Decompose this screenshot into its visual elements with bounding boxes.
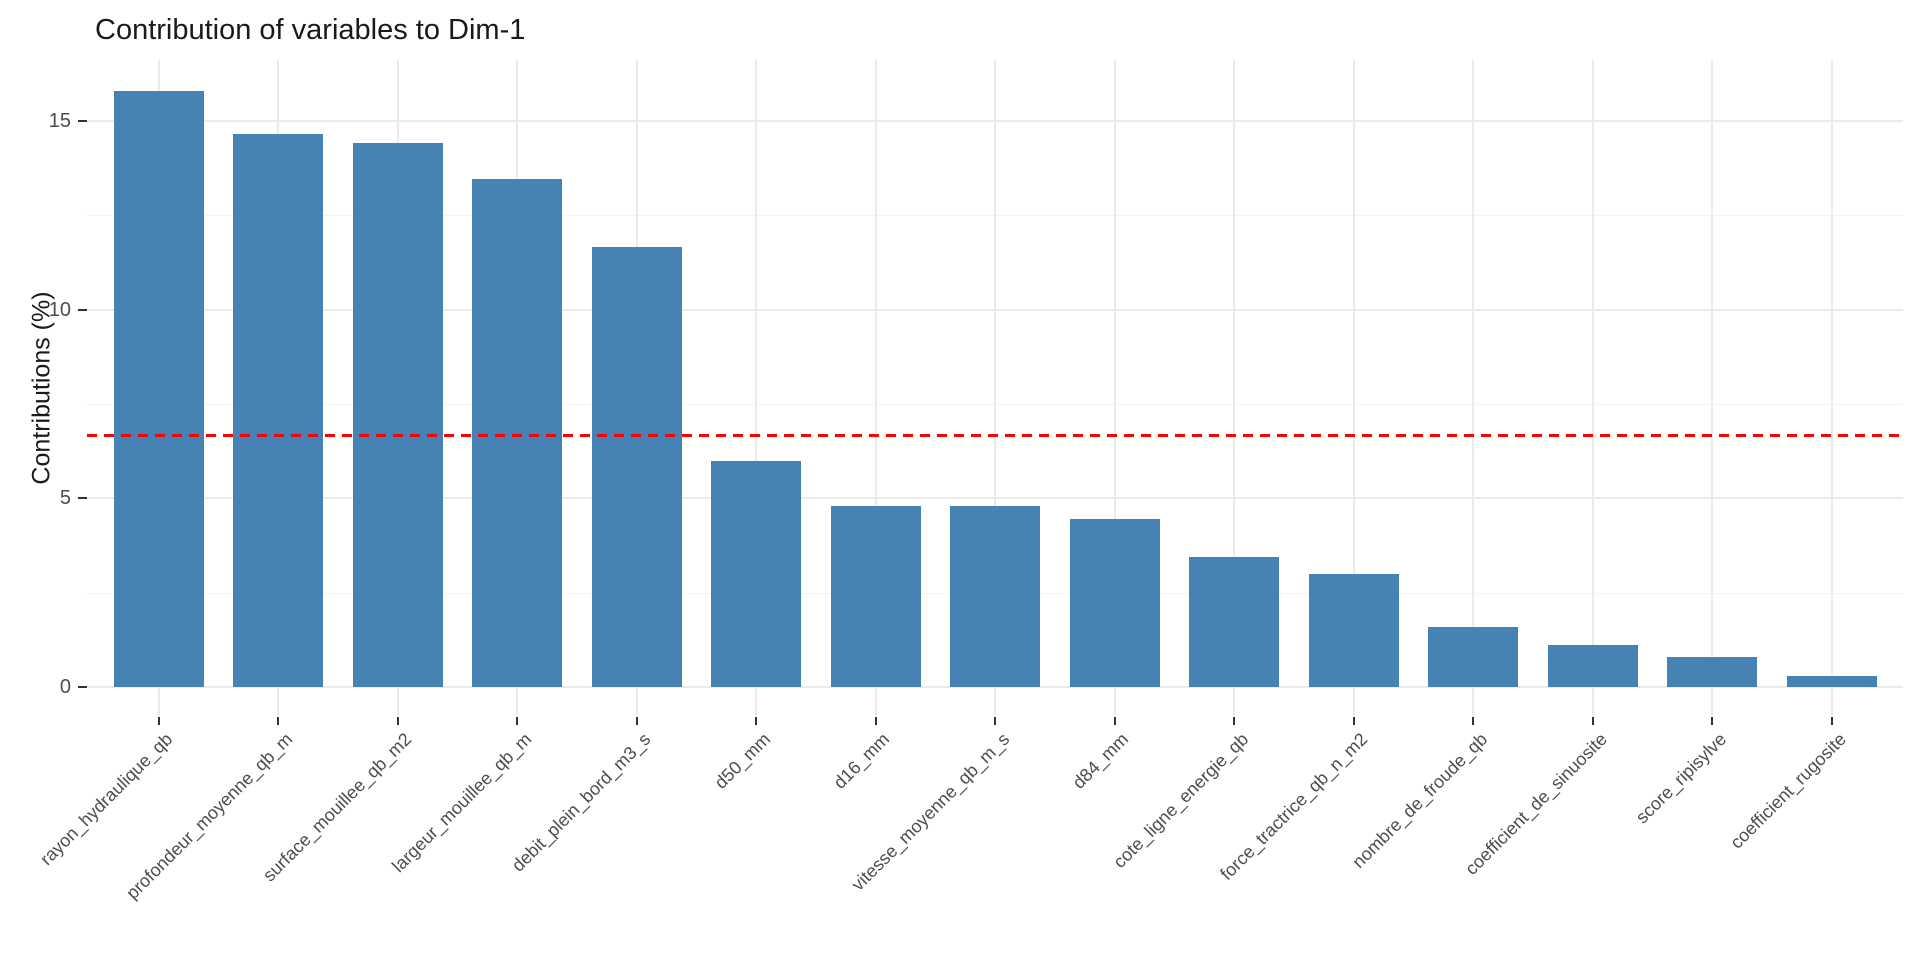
y-axis-tick-label: 10: [48, 298, 71, 321]
x-axis-tick: [1472, 717, 1474, 725]
bar: [1786, 675, 1877, 687]
gridline-vertical: [1113, 60, 1116, 715]
bar: [233, 133, 323, 687]
gridline-vertical: [1233, 60, 1235, 715]
x-axis-tick: [516, 717, 518, 725]
x-axis-tick: [755, 717, 757, 725]
bar: [711, 460, 801, 687]
x-axis-tick: [1591, 717, 1594, 725]
x-axis-tick: [1113, 717, 1116, 725]
gridline-vertical: [994, 60, 996, 715]
x-axis-tick: [1352, 717, 1355, 725]
bar: [113, 90, 204, 687]
bar: [1189, 556, 1279, 687]
bar: [1069, 519, 1160, 687]
y-axis-tick-label: 5: [59, 487, 71, 510]
x-axis-label-text: coefficient_rugosite: [1726, 729, 1850, 853]
bar: [472, 179, 562, 687]
x-axis-label-text: nombre_de_froude_qb: [1348, 729, 1492, 872]
x-axis-tick: [396, 717, 399, 725]
gridline-vertical: [1472, 60, 1474, 715]
gridline-vertical: [1591, 60, 1594, 715]
y-axis-tick: [78, 686, 87, 688]
bar: [950, 505, 1040, 687]
y-axis-tick: [78, 119, 87, 122]
x-axis-tick: [1233, 717, 1235, 725]
x-axis-tick: [1711, 717, 1713, 725]
x-axis-label-text: debit_plein_bord_m3_s: [508, 729, 655, 876]
bar: [1308, 573, 1399, 687]
gridline-vertical: [874, 60, 877, 715]
gridline-vertical: [1830, 60, 1833, 715]
y-axis-tick: [78, 497, 87, 500]
x-axis-label-text: d16_mm: [829, 729, 894, 793]
x-axis-label-text: rayon_hydraulique_qb: [36, 729, 177, 870]
bar: [591, 247, 682, 687]
chart-title: Contribution of variables to Dim-1: [95, 14, 526, 46]
bar: [1667, 656, 1757, 687]
bar: [1428, 626, 1518, 687]
reference-line: [87, 433, 1903, 437]
x-axis-tick: [1830, 717, 1833, 725]
x-axis-label-text: cote_ligne_energie_qb: [1109, 729, 1253, 872]
x-axis-label-text: d50_mm: [710, 729, 775, 793]
bar: [352, 143, 443, 687]
x-axis-tick: [874, 717, 877, 725]
bar: [830, 505, 921, 687]
plot-panel: [87, 60, 1903, 715]
x-axis-tick: [994, 717, 996, 725]
x-axis-label-text: score_ripisylve: [1631, 729, 1731, 828]
gridline-vertical: [1711, 60, 1713, 715]
x-axis-tick: [635, 717, 638, 725]
y-axis-tick-label: 15: [48, 109, 71, 132]
y-axis-tick: [78, 308, 87, 311]
x-axis-label-text: d84_mm: [1068, 729, 1133, 793]
bar: [1547, 645, 1638, 687]
x-axis-tick: [157, 717, 160, 725]
y-axis-tick-label: 0: [59, 676, 71, 698]
x-axis-tick: [277, 717, 279, 725]
gridline-vertical: [1352, 60, 1355, 715]
gridline-vertical: [755, 60, 757, 715]
